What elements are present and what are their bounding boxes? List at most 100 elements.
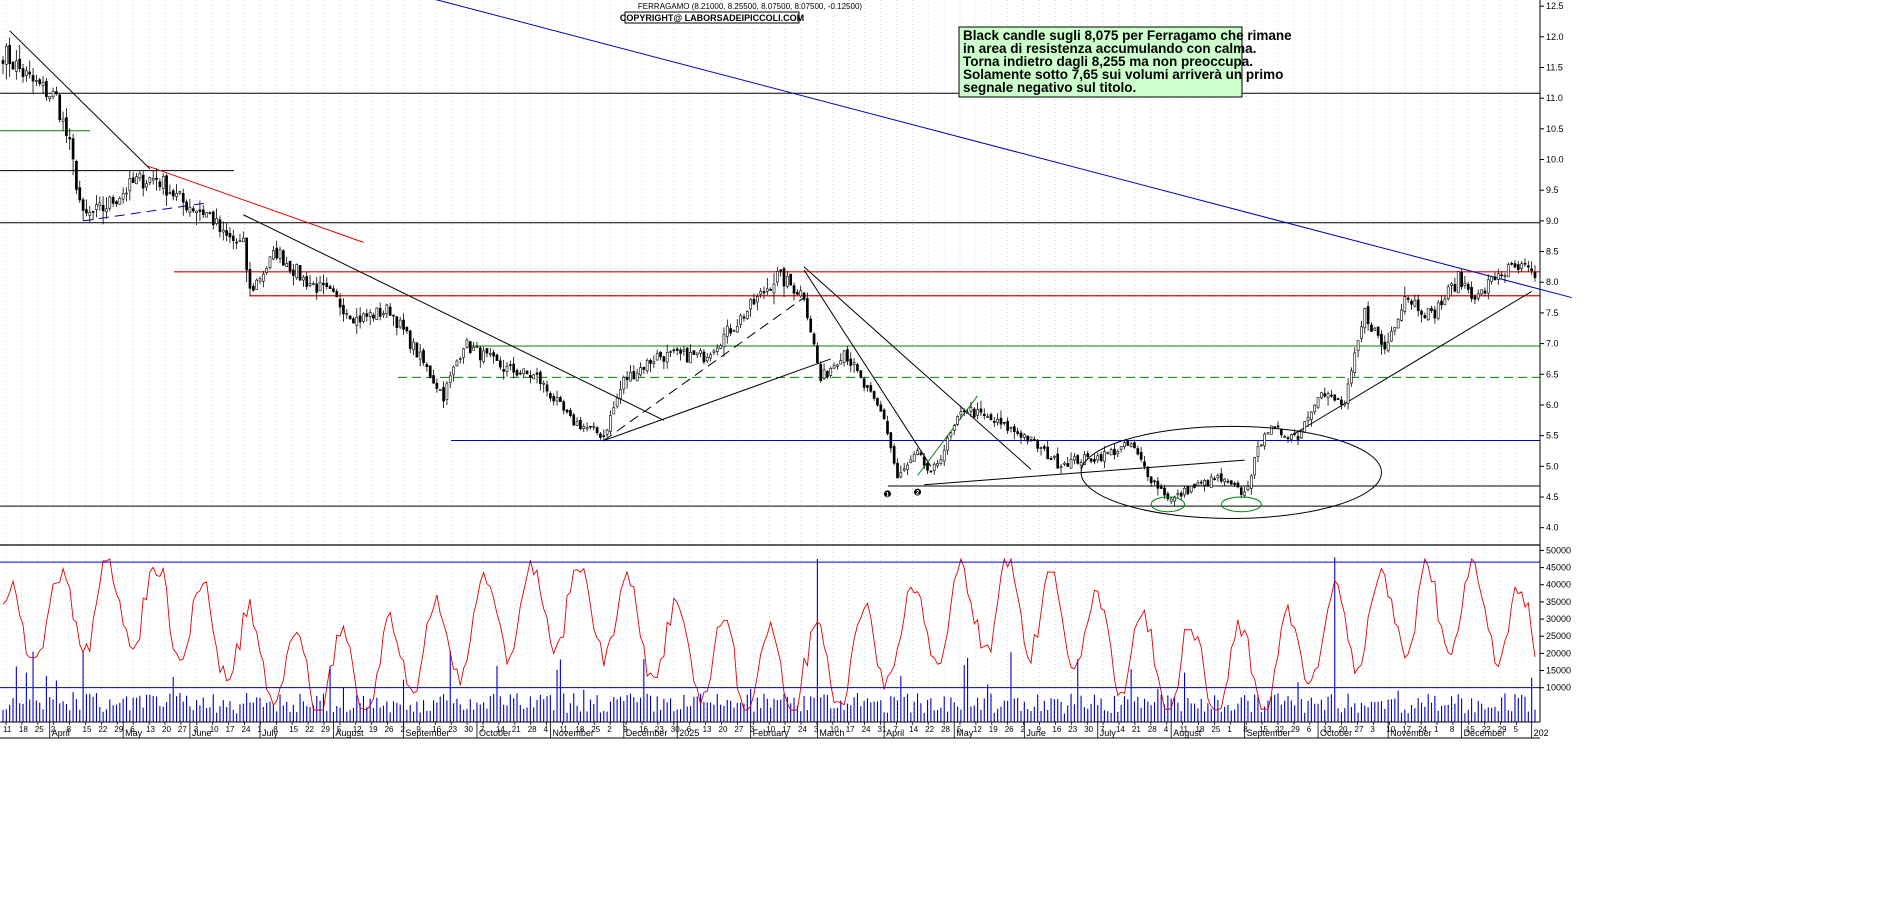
candle-body (699, 350, 702, 354)
price-tick-label: 4.5 (1546, 492, 1559, 502)
candle-body (498, 360, 502, 368)
day-tick-label: 14 (496, 725, 505, 734)
price-tick-label: 12.5 (1546, 1, 1564, 11)
candle-body (55, 91, 58, 95)
candle-body (972, 408, 976, 418)
candle-body (118, 198, 122, 205)
candle-body (565, 409, 569, 413)
candle-body (238, 240, 242, 243)
candle-body (505, 365, 509, 372)
candle-body (1336, 398, 1340, 400)
candle-body (622, 376, 626, 390)
annotation-line: in area di resistenza accumulando con ca… (963, 41, 1256, 56)
candle-body (989, 414, 993, 421)
day-tick-label: 13 (1323, 725, 1332, 734)
month-label: March (819, 728, 844, 738)
day-tick-label: 3 (750, 725, 755, 734)
day-tick-label: 17 (226, 725, 235, 734)
candle-body (712, 350, 716, 353)
trendline (803, 269, 932, 467)
price-tick-label: 9.0 (1546, 216, 1559, 226)
price-tick-label: 6.0 (1546, 400, 1559, 410)
trendline (9, 30, 151, 170)
candle-body (1436, 302, 1440, 319)
candle-body (786, 276, 789, 287)
candle-body (121, 193, 125, 200)
candle-body (1343, 403, 1347, 406)
candle-body (158, 181, 162, 188)
candle-body (582, 426, 586, 429)
candle-body (599, 433, 602, 438)
day-tick-label: 10 (1386, 725, 1395, 734)
candle-body (1053, 456, 1056, 459)
candle-body (365, 313, 369, 317)
candle-body (856, 364, 859, 372)
volume-tick-label: 45000 (1546, 563, 1571, 573)
candle-body (859, 370, 863, 378)
candle-body (1320, 392, 1323, 399)
candle-body (1133, 442, 1136, 448)
month-label: May (125, 728, 143, 738)
volume-tick-label: 15000 (1546, 666, 1571, 676)
volume-tick-label: 25000 (1546, 631, 1571, 641)
candle-body (1169, 498, 1173, 502)
candle-body (1109, 449, 1113, 456)
candle-body (412, 341, 415, 351)
day-tick-label: 3 (194, 725, 199, 734)
candle-body (148, 177, 152, 183)
price-tick-label: 6.5 (1546, 369, 1559, 379)
candle-body (375, 307, 379, 320)
candle-body (802, 292, 806, 300)
month-label: December (1464, 728, 1506, 738)
candle-body (475, 346, 479, 348)
day-tick-label: 20 (719, 725, 728, 734)
candle-body (198, 209, 202, 212)
candle-body (1209, 476, 1213, 488)
candle-body (515, 370, 519, 376)
candle-body (1476, 293, 1480, 299)
day-tick-label: 22 (98, 725, 107, 734)
candle-body (1513, 263, 1517, 268)
candle-body (1179, 492, 1183, 497)
candle-body (769, 288, 773, 291)
day-tick-label: 21 (1132, 725, 1141, 734)
candle-body (175, 193, 178, 197)
candle-body (1116, 451, 1120, 455)
candle-body (1173, 496, 1176, 502)
day-tick-label: 10 (830, 725, 839, 734)
candle-body (141, 174, 145, 189)
candle-body (125, 192, 128, 195)
candle-body (682, 349, 686, 352)
candle-body (1446, 286, 1450, 300)
candle-body (705, 357, 709, 362)
candle-body (842, 350, 846, 363)
candle-body (508, 364, 512, 366)
candle-body (755, 296, 759, 303)
day-tick-label: 2 (607, 725, 612, 734)
candle-body (1223, 478, 1226, 483)
day-tick-label: 5 (957, 725, 962, 734)
day-tick-label: 23 (655, 725, 664, 734)
candle-body (702, 351, 706, 363)
candle-body (1523, 262, 1527, 265)
candle-body (211, 211, 215, 226)
candle-body (735, 326, 739, 333)
candle-body (95, 204, 98, 210)
candle-body (1413, 300, 1417, 307)
candle-body (335, 291, 339, 298)
candle-body (1043, 446, 1046, 449)
candle-body (902, 468, 906, 471)
day-tick-label: 20 (162, 725, 171, 734)
price-tick-label: 8.5 (1546, 247, 1559, 257)
day-tick-label: 14 (909, 725, 918, 734)
day-tick-label: 29 (1498, 725, 1507, 734)
day-tick-label: 2 (401, 725, 406, 734)
candle-body (472, 346, 475, 351)
candle-body (669, 351, 672, 353)
candle-body (609, 415, 612, 432)
volume-tick-label: 20000 (1546, 648, 1571, 658)
candle-body (1019, 432, 1023, 438)
candle-body (1206, 480, 1210, 486)
candle-body (1253, 457, 1256, 476)
candle-body (819, 364, 823, 381)
